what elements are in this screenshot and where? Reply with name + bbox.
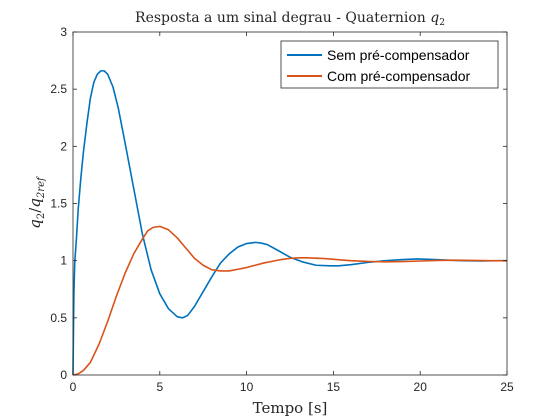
legend-label-sem: Sem pré-compensador (327, 47, 470, 63)
x-tick-label: 15 (327, 380, 341, 394)
chart-title-symbol: q (430, 10, 439, 26)
legend-box (280, 40, 499, 89)
x-tick-label: 20 (414, 380, 428, 394)
legend: Sem pré-compensador Com pré-compensador (280, 40, 499, 89)
legend-label-com: Com pré-compensador (327, 68, 471, 84)
y-axis-label: q2/q2ref (26, 175, 47, 229)
axes-background (73, 32, 507, 375)
y-axis-label-num: q (26, 219, 44, 229)
series-line-1 (72, 225, 508, 376)
chart-title: Resposta a um sinal degrau - Quaternion … (135, 10, 445, 28)
y-axis-label-slash: / (26, 207, 44, 213)
y-tick-label: 0.5 (50, 311, 67, 325)
tick-layer: 0 5 10 15 20 25 0 0.5 1 1.5 2 2.5 3 (50, 25, 514, 394)
y-tick-label: 1.5 (50, 197, 67, 211)
chart-title-subscript: 2 (439, 18, 445, 28)
series-layer (72, 70, 508, 376)
y-tick-label: 3 (60, 25, 67, 39)
y-axis-label-den-sub: 2ref (36, 175, 47, 199)
y-tick-label: 0 (60, 368, 67, 382)
x-tick-label: 25 (500, 380, 514, 394)
y-tick-label: 2.5 (50, 82, 67, 96)
x-tick-label: 5 (156, 380, 163, 394)
y-axis-label-num-sub: 2 (36, 213, 47, 219)
x-tick-label: 0 (70, 380, 77, 394)
plot-area (73, 32, 507, 375)
y-tick-label: 1 (60, 254, 67, 268)
y-axis-label-den: q (26, 198, 44, 208)
chart-title-text: Resposta a um sinal degrau - Quaternion (135, 10, 430, 26)
x-tick-label: 10 (240, 380, 254, 394)
x-axis-label: Tempo [s] (253, 399, 328, 417)
y-tick-label: 2 (60, 139, 67, 153)
